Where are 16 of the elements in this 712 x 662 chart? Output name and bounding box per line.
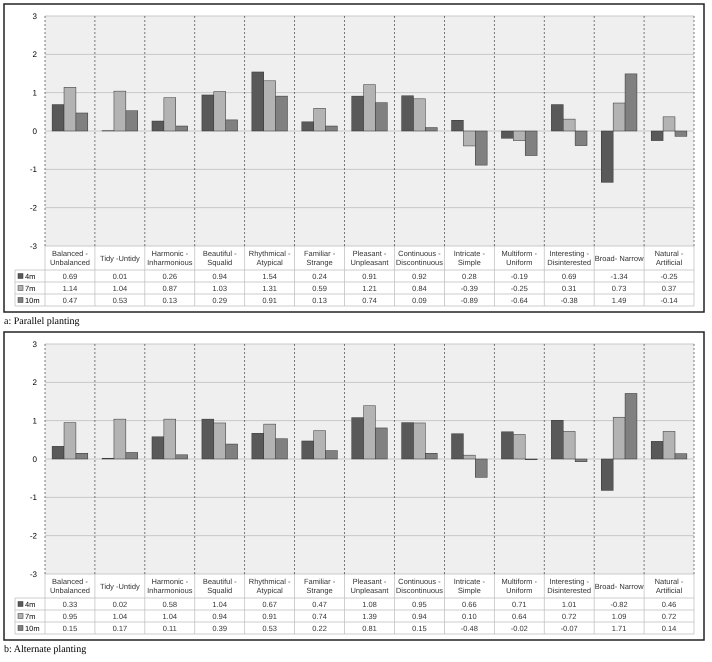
y-tick-label: -3 bbox=[30, 570, 38, 579]
y-tick-label: 3 bbox=[32, 12, 38, 21]
y-tick-label: 0 bbox=[32, 126, 38, 136]
y-tick-label: -2 bbox=[30, 203, 38, 212]
y-tick-label: 1 bbox=[32, 88, 38, 98]
y-tick-label: -1 bbox=[30, 493, 38, 502]
y-tick-label: -2 bbox=[30, 531, 38, 540]
y-tick-label: 0 bbox=[32, 454, 38, 464]
y-tick-label: 2 bbox=[32, 378, 38, 388]
y-tick-label: 1 bbox=[32, 416, 38, 426]
text: b: Alternate planting bbox=[4, 644, 86, 655]
y-tick-label: 3 bbox=[32, 340, 38, 349]
y-tick-label: -1 bbox=[30, 165, 38, 174]
y-tick-label: 2 bbox=[32, 50, 38, 60]
text: a: Parallel planting bbox=[4, 316, 80, 327]
y-tick-label: -3 bbox=[30, 242, 38, 251]
